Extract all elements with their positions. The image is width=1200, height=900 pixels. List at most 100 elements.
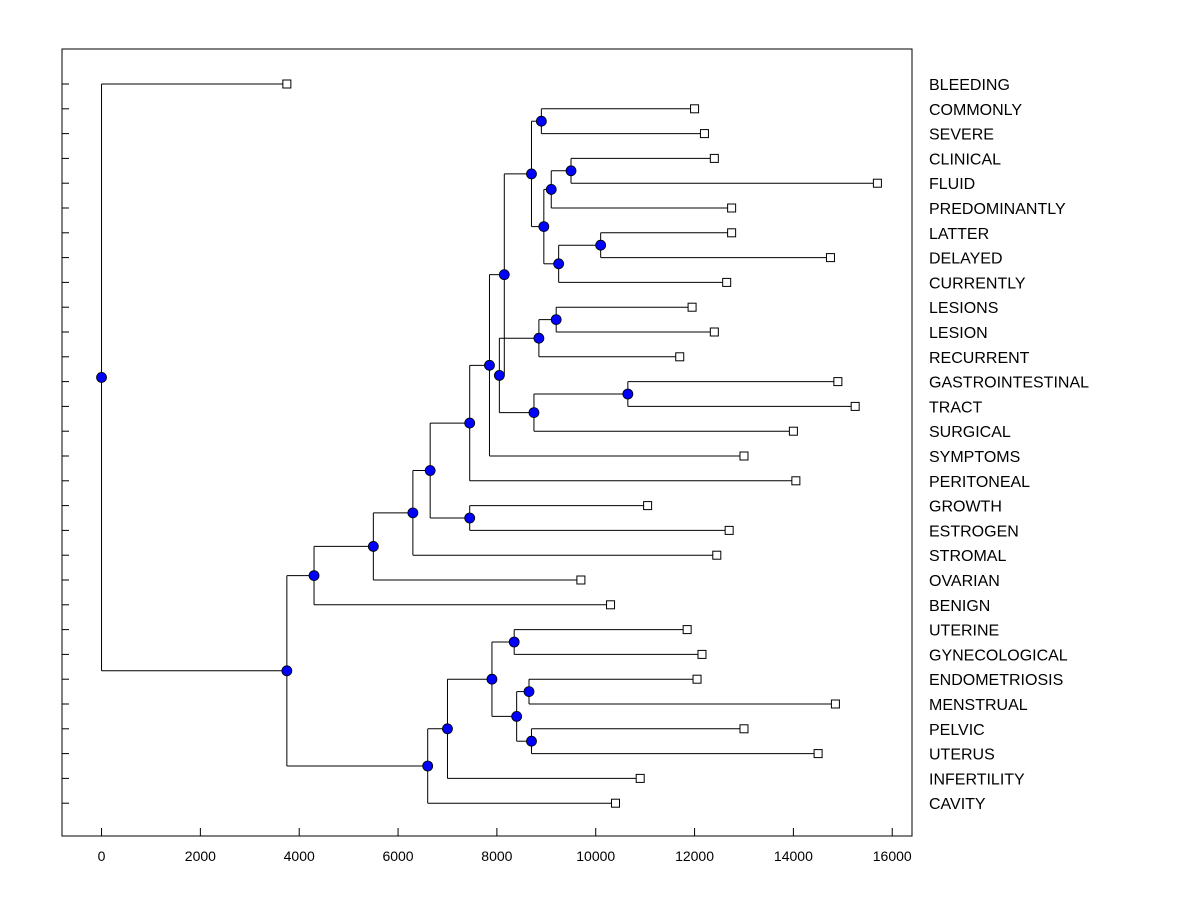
merge-node <box>486 673 498 685</box>
merge-node <box>424 465 436 476</box>
leaf-label: SURGICAL <box>929 424 1011 441</box>
merge-node <box>96 372 107 383</box>
leaf-label: PELVIC <box>929 722 985 739</box>
merge-node <box>422 760 434 772</box>
leaf-label: DELAYED <box>929 251 1003 268</box>
leaf-label: STROMAL <box>929 548 1006 565</box>
leaf-marker <box>610 798 620 808</box>
merge-node <box>533 332 545 344</box>
merge-node <box>528 407 540 419</box>
merge-node <box>595 239 607 251</box>
leaf-marker <box>690 104 700 114</box>
leaf-label: BLEEDING <box>929 77 1010 94</box>
leaf-label: MENSTRUAL <box>929 697 1028 714</box>
leaf-labels: BLEEDING COMMONLY SEVERE CLINICAL FLUID PREDO… <box>929 77 1089 813</box>
leaf-label: GROWTH <box>929 499 1002 516</box>
leaf-marker <box>712 550 722 560</box>
leaf-marker <box>850 401 860 411</box>
merge-node <box>538 221 550 233</box>
x-axis: 0 2000 4000 6000 8000 10000 12000 14000 16000 <box>98 828 912 864</box>
merge-node <box>622 388 634 400</box>
leaf-marker <box>687 302 697 312</box>
leaf-marker <box>833 377 843 387</box>
merge-node <box>464 512 476 524</box>
leaf-label: SYMPTOMS <box>929 449 1020 466</box>
leaf-marker <box>699 129 709 139</box>
leaf-marker <box>576 575 586 585</box>
leaf-label: ENDOMETRIOSIS <box>929 672 1063 689</box>
leaf-label: LESIONS <box>929 300 998 317</box>
leaf-label: SEVERE <box>929 127 994 144</box>
merge-node <box>523 686 535 697</box>
merge-node <box>553 258 565 270</box>
leaf-marker <box>709 327 719 337</box>
leaf-marker <box>727 203 737 213</box>
merge-node <box>308 570 320 582</box>
leaf-marker <box>682 625 692 635</box>
x-tick-label: 12000 <box>675 848 714 864</box>
leaf-marker <box>739 724 749 734</box>
leaf-label: TRACT <box>929 399 983 416</box>
plot-frame <box>61 48 913 837</box>
leaf-marker <box>727 228 737 238</box>
merge-node <box>526 168 537 180</box>
leaf-label: CAVITY <box>929 796 986 813</box>
leaf-marker <box>697 649 707 659</box>
x-tick-label: 0 <box>98 848 106 864</box>
leaf-label: UTERUS <box>929 747 995 764</box>
merge-node <box>550 314 562 326</box>
merge-node <box>508 636 520 648</box>
leaf-marker <box>791 476 801 486</box>
leaf-marker <box>282 79 292 89</box>
leaf-markers <box>282 79 882 808</box>
leaf-label: CURRENTLY <box>929 275 1026 292</box>
leaf-label: ESTROGEN <box>929 523 1019 540</box>
y-axis-ticks <box>62 83 69 804</box>
merge-node <box>484 359 495 371</box>
merge-node <box>281 665 293 677</box>
merge-node <box>442 723 453 735</box>
leaf-marker <box>692 674 702 684</box>
merge-node <box>464 417 476 429</box>
dendrogram-branches <box>101 83 878 804</box>
leaf-marker <box>825 253 835 263</box>
leaf-marker <box>675 352 685 362</box>
leaf-label: RECURRENT <box>929 350 1030 367</box>
leaf-label: COMMONLY <box>929 102 1022 119</box>
leaf-label: OVARIAN <box>929 573 1000 590</box>
x-tick-label: 16000 <box>873 848 912 864</box>
leaf-label: LESION <box>929 325 988 342</box>
merge-node <box>407 507 419 519</box>
merge-nodes <box>96 115 634 772</box>
leaf-marker <box>830 699 840 709</box>
x-tick-label: 2000 <box>185 848 216 864</box>
leaf-marker <box>813 749 823 759</box>
leaf-label: BENIGN <box>929 598 990 615</box>
leaf-marker <box>606 600 616 610</box>
leaf-label: CLINICAL <box>929 151 1001 168</box>
leaf-label: GYNECOLOGICAL <box>929 647 1068 664</box>
leaf-label: PREDOMINANTLY <box>929 201 1066 218</box>
merge-node <box>493 369 505 381</box>
leaf-marker <box>643 501 653 511</box>
merge-node <box>535 115 547 127</box>
leaf-marker <box>872 178 882 188</box>
leaf-label: PERITONEAL <box>929 474 1030 491</box>
leaf-marker <box>788 426 798 436</box>
x-tick-label: 14000 <box>774 848 813 864</box>
x-tick-label: 8000 <box>481 848 512 864</box>
leaf-marker <box>709 153 719 163</box>
leaf-label: UTERINE <box>929 623 999 640</box>
merge-node <box>545 183 557 195</box>
x-tick-label: 10000 <box>576 848 615 864</box>
leaf-label: FLUID <box>929 176 975 193</box>
merge-node <box>511 711 523 722</box>
leaf-marker <box>724 525 734 535</box>
leaf-marker <box>635 773 645 783</box>
leaf-label: GASTROINTESTINAL <box>929 375 1089 392</box>
leaf-marker <box>722 277 732 287</box>
merge-node <box>367 541 379 552</box>
merge-node <box>526 735 537 747</box>
leaf-marker <box>739 451 749 461</box>
